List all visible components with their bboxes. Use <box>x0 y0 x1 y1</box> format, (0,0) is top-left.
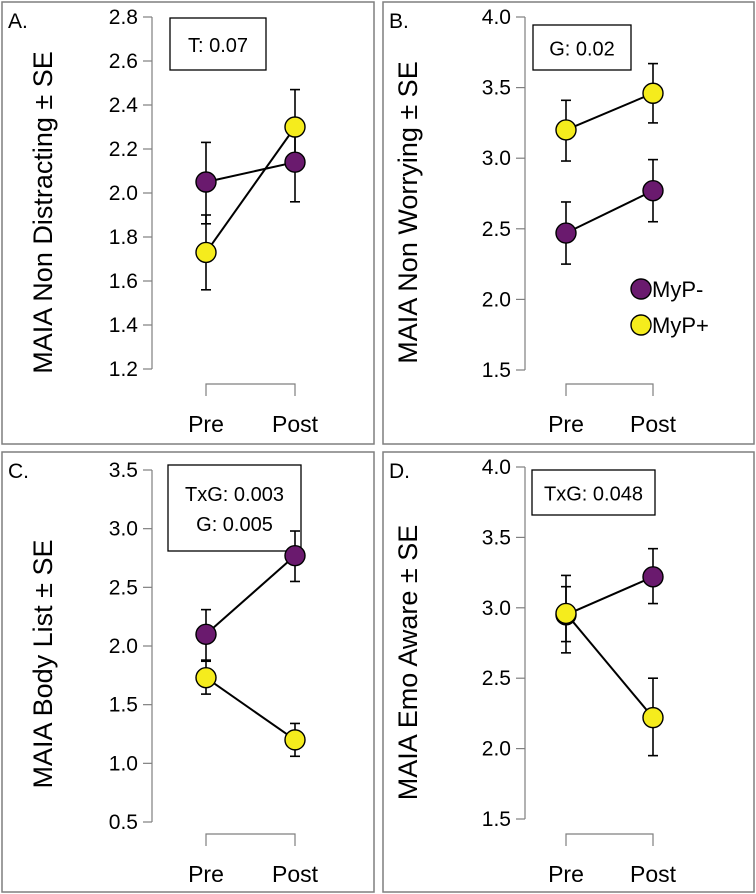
panel-letter: C. <box>8 460 29 483</box>
y-tick-label: 1.4 <box>109 314 139 337</box>
stats-annotation-text: G: 0.02 <box>549 39 615 61</box>
x-category-label: Post <box>630 411 677 437</box>
y-axis-title: MAIA Non Worrying ± SE <box>393 61 423 363</box>
x-category-label: Post <box>272 861 319 887</box>
panel-frame <box>1 451 375 893</box>
stats-annotation-text: G: 0.005 <box>196 514 273 536</box>
stats-annotation-box <box>167 464 302 552</box>
stats-annotation-box <box>532 24 632 71</box>
y-tick-label: 4.0 <box>482 456 511 479</box>
x-category-label: Post <box>272 411 319 437</box>
data-point-myp-minus <box>642 566 664 588</box>
panel-frame <box>382 1 755 445</box>
y-tick-label: 3.5 <box>109 459 138 482</box>
y-tick-label: 3.5 <box>482 77 511 100</box>
panel-letter: D. <box>389 460 410 483</box>
y-tick-label: 2.4 <box>109 94 139 117</box>
series-line-myp-minus <box>565 575 654 616</box>
chart-panel-c: C. 0.5 1.0 1.5 2.0 2.5 3.0 3.5 Pre Post MAIA Body … <box>1 451 375 893</box>
data-point-myp-minus <box>642 179 664 202</box>
y-tick-label: 2.0 <box>482 288 511 311</box>
y-tick-label: 3.0 <box>482 147 511 170</box>
stats-annotation-text: T: 0.07 <box>188 35 248 57</box>
y-tick-label: 2.0 <box>109 182 138 205</box>
y-tick-label: 4.0 <box>482 6 511 29</box>
series-line-myp-plus <box>565 92 654 131</box>
x-axis-bracket <box>565 833 654 846</box>
data-point-myp-minus <box>284 151 306 173</box>
y-tick-label: 0.5 <box>109 811 138 834</box>
y-tick-label: 1.0 <box>109 752 138 775</box>
data-point-myp-minus <box>555 222 577 244</box>
y-tick-label: 1.5 <box>482 808 511 831</box>
data-point-myp-plus <box>642 82 664 104</box>
panel-frame <box>1 1 375 445</box>
y-tick-label: 3.5 <box>482 526 511 549</box>
panel-letter: B. <box>389 10 409 33</box>
data-point-myp-minus <box>284 544 306 567</box>
y-tick-label: 1.8 <box>109 226 138 249</box>
y-tick-label: 2.2 <box>109 138 138 161</box>
legend-label: MyP- <box>652 277 703 302</box>
legend-label: MyP+ <box>652 313 709 338</box>
y-tick-label: 1.2 <box>109 358 138 381</box>
series-line-myp-plus <box>205 126 296 253</box>
y-tick-label: 2.0 <box>482 738 511 761</box>
legend-marker-myp-plus <box>630 314 652 336</box>
stats-annotation-text: TxG: 0.003 <box>185 484 284 506</box>
y-tick-label: 1.5 <box>109 694 138 717</box>
data-point-myp-plus <box>195 666 217 689</box>
y-tick-label: 2.6 <box>109 50 138 73</box>
y-tick-label: 2.5 <box>109 576 138 599</box>
stats-annotation-text: TxG: 0.048 <box>544 484 643 506</box>
y-axis-title: MAIA Non Distracting ± SE <box>28 51 58 373</box>
y-tick-label: 2.8 <box>109 6 138 29</box>
series-line-myp-plus <box>565 612 654 719</box>
legend: MyP- MyP+ <box>630 277 709 338</box>
x-category-label: Pre <box>548 861 584 887</box>
data-point-myp-minus <box>195 171 217 193</box>
series-line-myp-minus <box>205 554 296 636</box>
series-line-myp-plus <box>205 676 296 741</box>
y-tick-label: 1.5 <box>482 359 511 382</box>
legend-marker-myp-minus <box>630 278 652 300</box>
y-tick-label: 2.5 <box>482 667 511 690</box>
y-axis-title: MAIA Emo Aware ± SE <box>393 525 423 800</box>
panel-frame <box>382 451 755 893</box>
series-line-myp-minus <box>565 189 654 234</box>
data-point-myp-plus <box>642 706 664 729</box>
data-point-myp-plus <box>195 241 217 264</box>
panel-letter: A. <box>8 10 28 33</box>
data-point-myp-plus <box>555 119 577 141</box>
x-category-label: Pre <box>188 861 224 887</box>
x-category-label: Pre <box>188 411 224 437</box>
x-axis-bracket <box>205 383 296 396</box>
x-category-label: Pre <box>548 411 584 437</box>
chart-panel-a: A. 1.2 1.4 1.6 1.8 2.0 2.2 2.4 2.6 2.8 Pre Post MAIA… <box>1 1 375 445</box>
chart-panel-b: B. 1.5 2.0 2.5 3.0 3.5 4.0 Pre Post MAIA Non Worr… <box>382 1 755 445</box>
y-axis-title: MAIA Body List ± SE <box>28 540 58 789</box>
x-axis-bracket <box>205 833 296 846</box>
data-point-myp-plus <box>284 729 306 751</box>
series-line-myp-minus <box>205 161 296 183</box>
chart-panel-d: D. 1.5 2.0 2.5 3.0 3.5 4.0 Pre Post MAIA Emo Awar… <box>382 451 755 893</box>
x-category-label: Post <box>630 861 677 887</box>
data-point-myp-plus <box>555 602 577 625</box>
y-tick-label: 2.0 <box>109 635 138 658</box>
y-tick-label: 2.5 <box>482 218 511 241</box>
data-point-myp-minus <box>195 623 217 645</box>
y-tick-label: 1.6 <box>109 270 138 293</box>
y-tick-label: 3.0 <box>482 597 511 620</box>
data-point-myp-plus <box>284 116 306 138</box>
x-axis-bracket <box>565 383 654 396</box>
stats-annotation-box <box>169 17 267 71</box>
y-tick-label: 3.0 <box>109 518 138 541</box>
stats-annotation-box <box>531 469 656 516</box>
